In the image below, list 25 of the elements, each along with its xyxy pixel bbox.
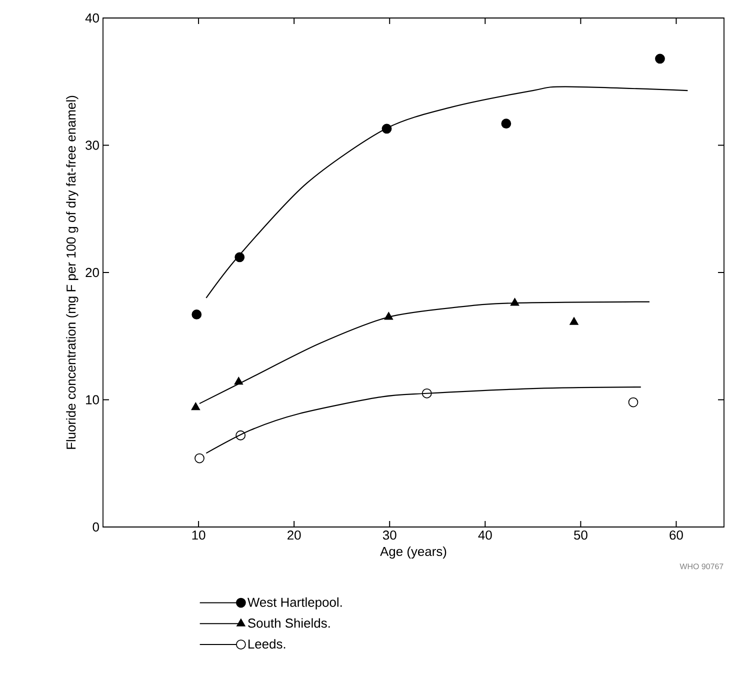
y-tick-label: 0 <box>92 522 99 532</box>
y-tick-label: 20 <box>86 268 99 278</box>
y-axis-title: Fluoride concentration (mg F per 100 g of dry fat-free enamel) <box>66 96 78 449</box>
x-tick-label: 10 <box>192 530 206 540</box>
x-tick-label: 60 <box>670 530 683 540</box>
x-axis-title: Age (years) <box>380 546 446 559</box>
point <box>194 453 204 464</box>
y-tick-label: 10 <box>86 395 99 404</box>
point <box>192 310 202 320</box>
line-series <box>206 386 642 454</box>
x-tick-label: 30 <box>382 530 396 540</box>
point <box>655 54 665 64</box>
point <box>628 397 638 408</box>
legend-label: Leeds. <box>248 639 286 649</box>
x-tick-label: 20 <box>288 530 301 540</box>
x-tick-label: 40 <box>478 530 492 540</box>
point <box>501 118 512 129</box>
x-tick-label: 50 <box>574 530 588 540</box>
legend-label: South Shields. <box>248 618 330 628</box>
legend-label: West Hartlepool. <box>247 597 342 610</box>
y-tick-label: 40 <box>85 13 99 23</box>
point <box>570 317 578 325</box>
y-tick-label: 30 <box>86 140 99 150</box>
line-series <box>206 86 688 298</box>
point <box>191 402 200 410</box>
